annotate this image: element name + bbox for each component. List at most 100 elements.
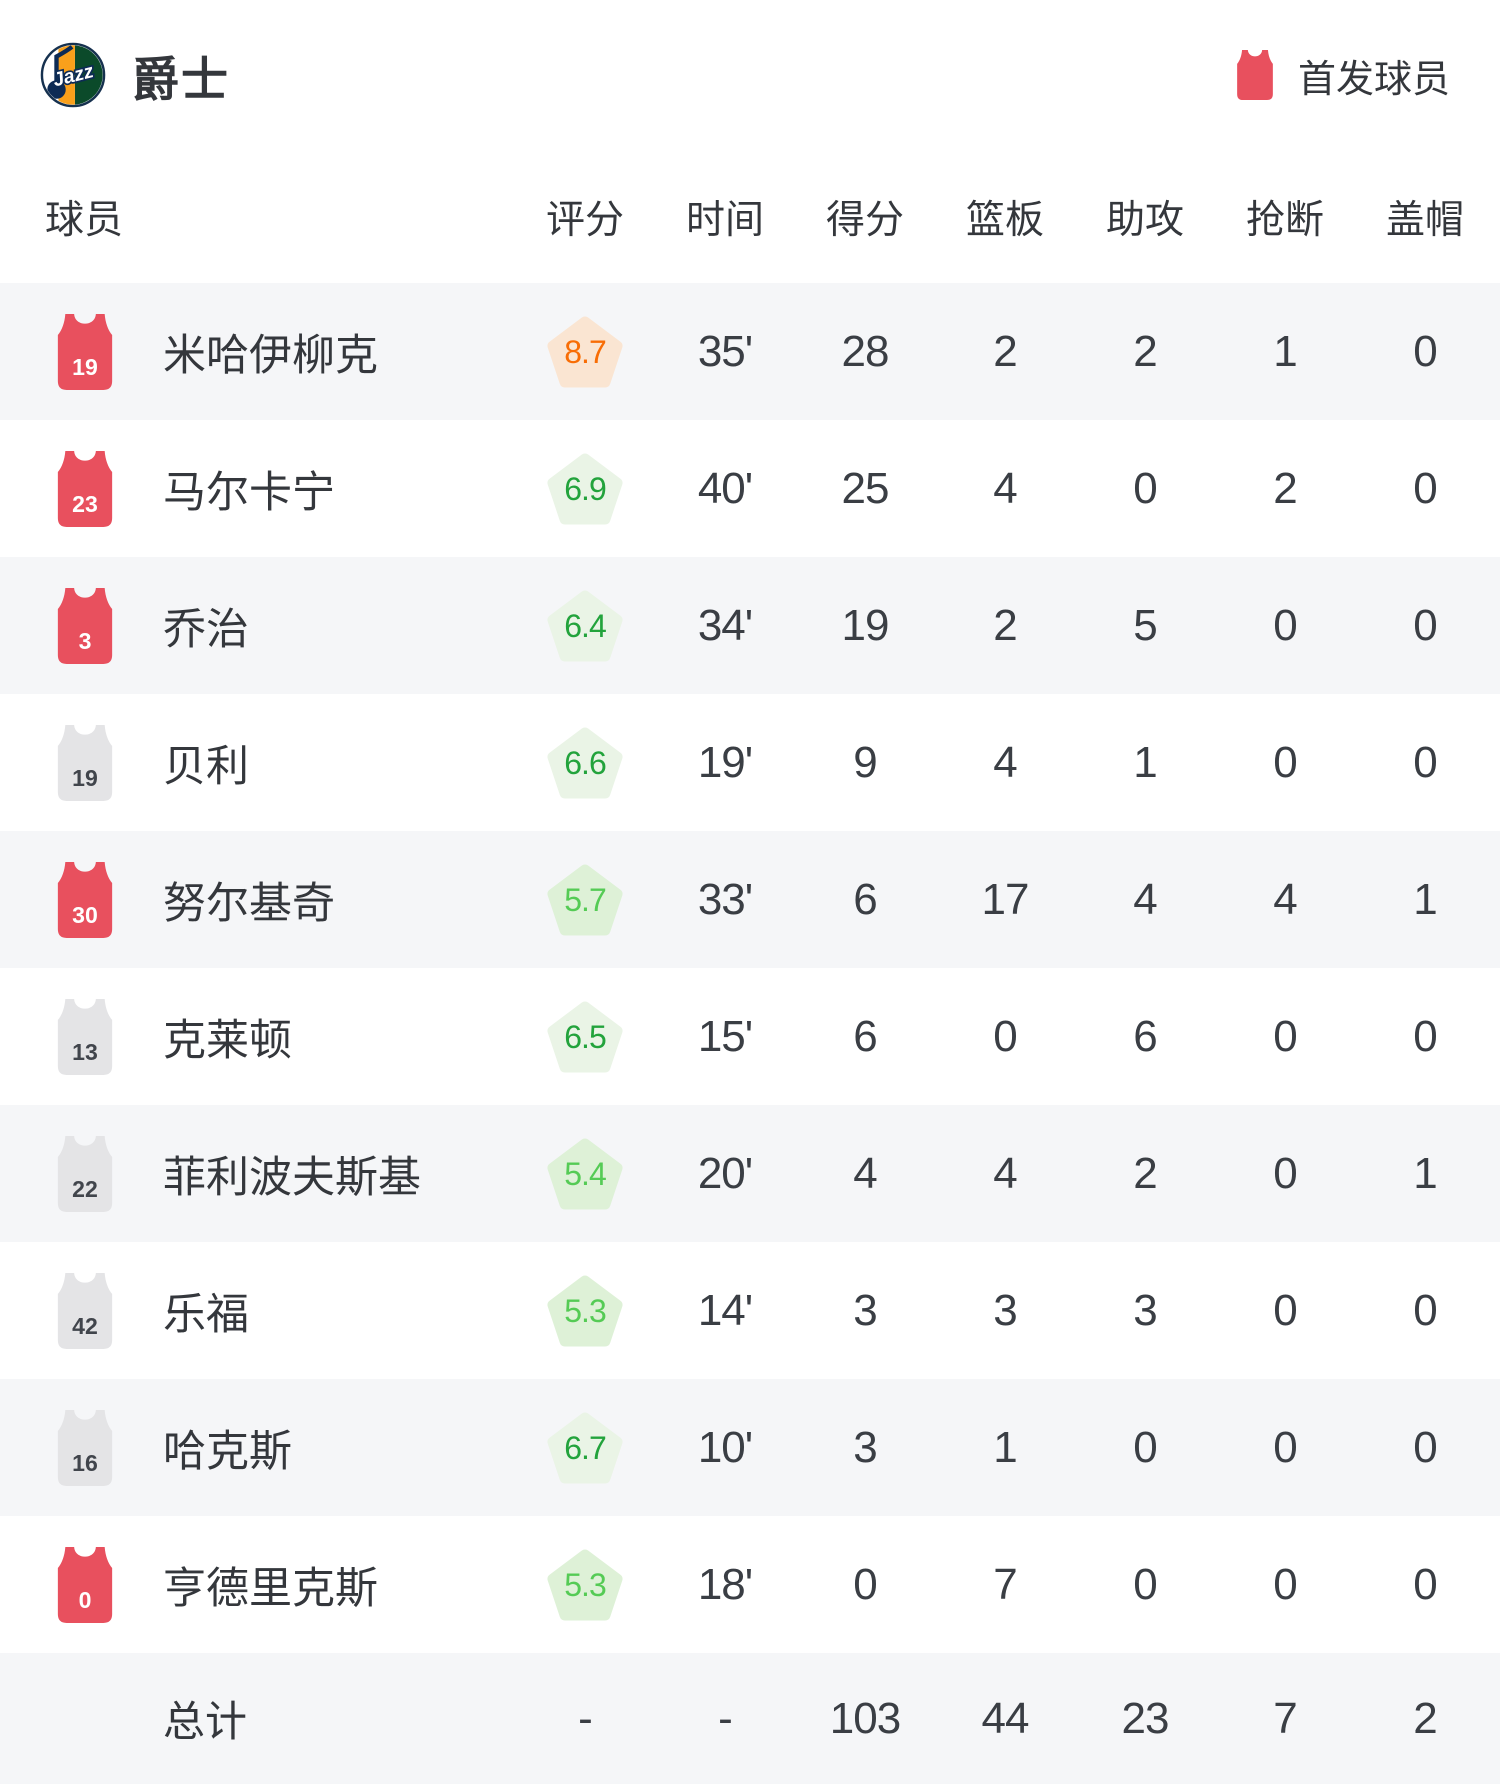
col-header-blocks: 盖帽 bbox=[1385, 198, 1464, 242]
player-row[interactable]: 0 亨德里克斯 5.3 18' 0 7 0 0 0 bbox=[0, 1516, 1500, 1653]
player-row[interactable]: 30 努尔基奇 5.7 33' 6 17 4 4 1 bbox=[0, 831, 1500, 968]
col-header-rebounds: 篮板 bbox=[965, 198, 1044, 242]
rating-badge: 8.7 bbox=[515, 315, 655, 389]
stat-assists: 0 bbox=[1133, 463, 1157, 513]
stat-points: 3 bbox=[853, 1422, 877, 1472]
total-rating: - bbox=[578, 1693, 593, 1743]
team-header: Jazz 爵士 首发球员 bbox=[0, 0, 1500, 150]
stat-blocks: 0 bbox=[1413, 1011, 1437, 1061]
stat-assists: 2 bbox=[1133, 1148, 1157, 1198]
player-cell: 16 哈克斯 bbox=[0, 1409, 515, 1486]
stat-rebounds: 7 bbox=[993, 1559, 1017, 1609]
svg-text:23: 23 bbox=[72, 491, 98, 517]
col-header-rating: 评分 bbox=[545, 198, 624, 242]
player-row[interactable]: 23 马尔卡宁 6.9 40' 25 4 0 2 0 bbox=[0, 420, 1500, 557]
stat-rebounds: 4 bbox=[993, 737, 1017, 787]
player-name: 贝利 bbox=[163, 742, 249, 791]
starter-jersey-icon bbox=[1234, 50, 1276, 100]
stat-points: 6 bbox=[853, 874, 877, 924]
rating-badge: 5.4 bbox=[515, 1137, 655, 1211]
player-cell: 3 乔治 bbox=[0, 587, 515, 664]
stat-points: 3 bbox=[853, 1285, 877, 1335]
svg-text:6.5: 6.5 bbox=[564, 1019, 606, 1055]
stat-rebounds: 17 bbox=[981, 874, 1030, 924]
table-column-headers: 球员 评分 时间 得分 篮板 助攻 抢断 盖帽 bbox=[0, 150, 1500, 283]
total-row: 总计 - - 103 44 23 7 2 bbox=[0, 1653, 1500, 1784]
stat-assists: 5 bbox=[1133, 600, 1157, 650]
player-row[interactable]: 3 乔治 6.4 34' 19 2 5 0 0 bbox=[0, 557, 1500, 694]
player-name: 哈克斯 bbox=[163, 1427, 292, 1476]
stat-assists: 1 bbox=[1133, 737, 1157, 787]
svg-text:42: 42 bbox=[72, 1313, 98, 1339]
svg-text:19: 19 bbox=[72, 765, 98, 791]
stat-steals: 0 bbox=[1273, 737, 1297, 787]
stat-blocks: 1 bbox=[1413, 1148, 1437, 1198]
total-label: 总计 bbox=[163, 1698, 248, 1745]
stat-blocks: 0 bbox=[1413, 326, 1437, 376]
stat-assists: 0 bbox=[1133, 1422, 1157, 1472]
stat-points: 25 bbox=[841, 463, 890, 513]
stat-assists: 3 bbox=[1133, 1285, 1157, 1335]
player-name: 乐福 bbox=[163, 1290, 249, 1339]
jersey-number-icon: 0 bbox=[55, 1546, 115, 1623]
stat-steals: 0 bbox=[1273, 1011, 1297, 1061]
jersey-number-icon: 42 bbox=[55, 1272, 115, 1349]
total-label-cell: 总计 bbox=[0, 1688, 515, 1749]
player-name: 菲利波夫斯基 bbox=[163, 1153, 421, 1202]
player-row[interactable]: 19 贝利 6.6 19' 9 4 1 0 0 bbox=[0, 694, 1500, 831]
player-rows: 19 米哈伊柳克 8.7 35' 28 2 2 1 0 23 马尔卡宁 bbox=[0, 283, 1500, 1653]
stat-steals: 1 bbox=[1273, 326, 1297, 376]
stat-blocks: 0 bbox=[1413, 1422, 1437, 1472]
stat-rebounds: 4 bbox=[993, 463, 1017, 513]
player-name: 乔治 bbox=[163, 605, 249, 654]
col-header-points: 得分 bbox=[825, 198, 904, 242]
stat-blocks: 0 bbox=[1413, 1285, 1437, 1335]
stat-blocks: 0 bbox=[1413, 1559, 1437, 1609]
stat-blocks: 0 bbox=[1413, 600, 1437, 650]
player-name: 克莱顿 bbox=[163, 1016, 292, 1065]
jersey-number-icon: 3 bbox=[55, 587, 115, 664]
stat-steals: 4 bbox=[1273, 874, 1297, 924]
svg-text:5.3: 5.3 bbox=[564, 1567, 606, 1603]
svg-text:6.7: 6.7 bbox=[564, 1430, 606, 1466]
player-row[interactable]: 19 米哈伊柳克 8.7 35' 28 2 2 1 0 bbox=[0, 283, 1500, 420]
player-row[interactable]: 13 克莱顿 6.5 15' 6 0 6 0 0 bbox=[0, 968, 1500, 1105]
total-rebounds: 44 bbox=[981, 1693, 1030, 1743]
stat-time: 20' bbox=[697, 1148, 753, 1198]
player-name: 米哈伊柳克 bbox=[163, 331, 378, 380]
stat-time: 19' bbox=[697, 737, 753, 787]
player-name: 马尔卡宁 bbox=[163, 468, 335, 517]
player-cell: 22 菲利波夫斯基 bbox=[0, 1135, 515, 1212]
total-steals: 7 bbox=[1273, 1693, 1297, 1743]
player-name: 努尔基奇 bbox=[163, 879, 335, 928]
stat-time: 34' bbox=[697, 600, 753, 650]
jersey-number-icon: 30 bbox=[55, 861, 115, 938]
player-row[interactable]: 22 菲利波夫斯基 5.4 20' 4 4 2 0 1 bbox=[0, 1105, 1500, 1242]
player-cell: 42 乐福 bbox=[0, 1272, 515, 1349]
stat-time: 35' bbox=[697, 326, 753, 376]
stat-assists: 4 bbox=[1133, 874, 1157, 924]
rating-badge: 6.7 bbox=[515, 1411, 655, 1485]
svg-text:6.4: 6.4 bbox=[564, 608, 606, 644]
svg-text:5.7: 5.7 bbox=[564, 882, 606, 918]
stat-time: 14' bbox=[697, 1285, 753, 1335]
starter-legend-label: 首发球员 bbox=[1297, 58, 1450, 101]
rating-badge: 6.9 bbox=[515, 452, 655, 526]
svg-text:16: 16 bbox=[72, 1450, 98, 1476]
player-row[interactable]: 16 哈克斯 6.7 10' 3 1 0 0 0 bbox=[0, 1379, 1500, 1516]
rating-badge: 6.4 bbox=[515, 589, 655, 663]
total-blocks: 2 bbox=[1413, 1693, 1437, 1743]
stat-assists: 2 bbox=[1133, 326, 1157, 376]
player-cell: 19 米哈伊柳克 bbox=[0, 313, 515, 390]
total-points: 103 bbox=[829, 1693, 901, 1743]
svg-text:6.9: 6.9 bbox=[564, 471, 606, 507]
starter-legend: 首发球员 bbox=[1234, 48, 1450, 103]
total-time: - bbox=[718, 1693, 733, 1743]
svg-text:19: 19 bbox=[72, 354, 98, 380]
stat-points: 19 bbox=[841, 600, 890, 650]
stat-points: 28 bbox=[841, 326, 890, 376]
player-row[interactable]: 42 乐福 5.3 14' 3 3 3 0 0 bbox=[0, 1242, 1500, 1379]
stat-points: 0 bbox=[853, 1559, 877, 1609]
jersey-number-icon: 19 bbox=[55, 313, 115, 390]
svg-text:8.7: 8.7 bbox=[564, 334, 606, 370]
